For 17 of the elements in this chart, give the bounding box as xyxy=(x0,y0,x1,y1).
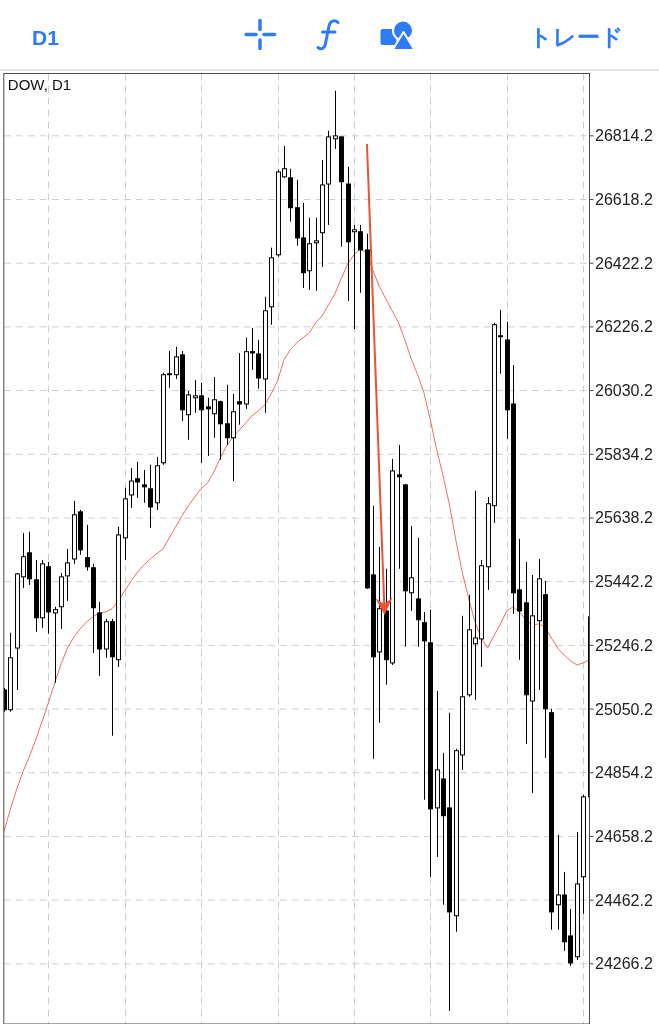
y-tick-label: 24462.2 xyxy=(595,891,653,909)
y-tick-label: 25834.2 xyxy=(595,445,653,463)
y-tick-label: 24854.2 xyxy=(595,764,653,782)
y-tick-label: 26422.2 xyxy=(595,254,653,272)
y-tick-label: 26226.2 xyxy=(595,318,653,336)
y-tick-label: 25442.2 xyxy=(595,573,653,591)
y-tick-label: 26618.2 xyxy=(595,191,653,209)
text: D1 xyxy=(32,26,60,49)
y-tick-label: 26030.2 xyxy=(595,382,653,400)
text: トレード xyxy=(529,24,624,50)
chart-title: DOW, D1 xyxy=(7,76,72,93)
y-tick-label: 24266.2 xyxy=(595,955,653,973)
y-tick-label: 25246.2 xyxy=(595,636,653,654)
y-tick-label: 25638.2 xyxy=(595,509,653,527)
y-tick-label: 26814.2 xyxy=(595,127,653,145)
y-tick-label: 24658.2 xyxy=(595,827,653,845)
y-tick-label: 25050.2 xyxy=(595,700,653,718)
